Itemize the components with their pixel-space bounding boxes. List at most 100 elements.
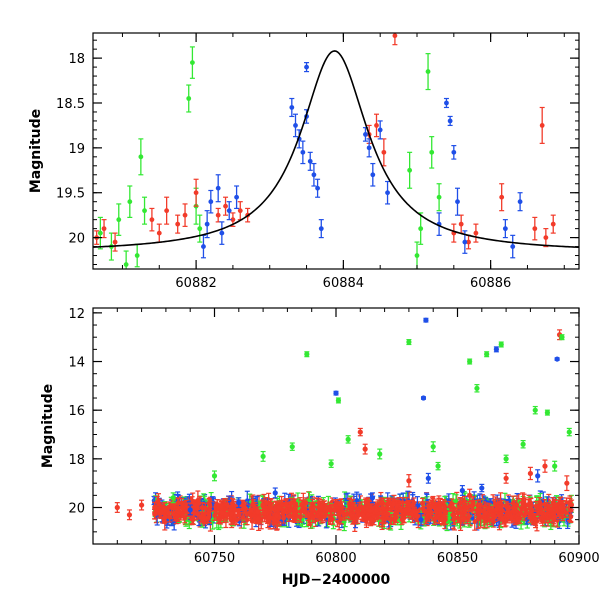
- data-point: [182, 203, 188, 227]
- data-point: [200, 234, 206, 259]
- band-point: [229, 498, 235, 509]
- data-point: [443, 97, 449, 109]
- band-point: [352, 513, 358, 525]
- band-point: [472, 512, 478, 531]
- band-point: [347, 509, 353, 521]
- data-point: [474, 384, 480, 393]
- band-point: [368, 513, 374, 525]
- data-point: [502, 219, 508, 239]
- band-point: [355, 508, 361, 520]
- data-point: [272, 487, 278, 499]
- data-point: [559, 334, 565, 341]
- band-point: [428, 501, 434, 513]
- y-tick-label: 12: [68, 307, 85, 322]
- data-point: [459, 485, 465, 496]
- x-tick-label: 60886: [470, 276, 511, 291]
- data-point: [230, 212, 236, 227]
- band-point: [539, 507, 545, 519]
- band-point: [512, 502, 518, 514]
- top-y-axis-label: Magnitude: [28, 109, 44, 193]
- data-point: [236, 497, 242, 509]
- data-point: [503, 454, 509, 464]
- band-point: [455, 507, 461, 519]
- x-tick-label: 60882: [175, 276, 216, 291]
- data-point: [223, 196, 229, 216]
- band-point: [297, 511, 303, 523]
- band-point: [391, 498, 397, 510]
- y-tick-label: 16: [68, 404, 85, 419]
- band-point: [367, 505, 373, 517]
- x-tick-label: 60800: [315, 551, 356, 566]
- data-point: [377, 448, 383, 460]
- band-point: [411, 497, 417, 509]
- data-point: [164, 196, 170, 225]
- band-point: [424, 513, 430, 525]
- band-point: [236, 509, 242, 521]
- data-point: [467, 488, 473, 503]
- data-point: [116, 203, 122, 236]
- band-point: [451, 513, 457, 525]
- band-point: [332, 504, 338, 516]
- data-point: [260, 450, 266, 462]
- band-point: [152, 501, 158, 513]
- data-point: [219, 221, 225, 245]
- data-point: [215, 174, 221, 203]
- data-point: [527, 466, 534, 481]
- band-point: [215, 512, 221, 524]
- data-point: [414, 241, 420, 269]
- data-point: [493, 346, 499, 353]
- band-point: [494, 503, 500, 515]
- data-point: [309, 502, 315, 513]
- data-point: [189, 46, 195, 79]
- band-point: [443, 506, 449, 518]
- band-point: [490, 509, 496, 521]
- data-point: [112, 232, 118, 252]
- band-point: [240, 511, 246, 523]
- data-point: [425, 472, 431, 484]
- top-data-series: [94, 33, 556, 269]
- band-point: [165, 507, 171, 519]
- bottom-y-axis-label: Magnitude: [40, 384, 56, 468]
- data-point: [149, 207, 155, 232]
- top-axis-ticks: 60882 60884 60886 18 18.5 19 19.5 20: [56, 33, 579, 291]
- band-point: [338, 498, 344, 510]
- data-point: [532, 216, 538, 241]
- band-point: [385, 497, 391, 509]
- data-point: [193, 178, 199, 207]
- band-point: [299, 499, 305, 511]
- band-point: [340, 507, 346, 518]
- data-point: [142, 196, 148, 225]
- band-point: [176, 506, 182, 518]
- band-point: [533, 500, 539, 512]
- data-point: [248, 504, 254, 516]
- data-point: [97, 216, 103, 250]
- data-point: [406, 474, 412, 488]
- data-point: [335, 397, 342, 404]
- data-point: [293, 113, 298, 138]
- data-point: [418, 512, 424, 527]
- data-point: [234, 185, 240, 210]
- data-point: [420, 395, 427, 401]
- y-tick-label: 20: [68, 502, 85, 517]
- band-point: [358, 501, 364, 513]
- data-point: [333, 390, 339, 396]
- data-point: [377, 120, 383, 140]
- band-point: [509, 512, 515, 524]
- data-point: [418, 212, 424, 245]
- band-point: [521, 509, 527, 521]
- data-point: [429, 136, 435, 169]
- band-point: [393, 512, 399, 524]
- data-point: [357, 427, 363, 437]
- y-tick-label: 20: [68, 232, 85, 247]
- data-point: [370, 162, 376, 187]
- data-point: [423, 317, 429, 323]
- data-point: [362, 127, 368, 142]
- data-point: [473, 223, 479, 243]
- band-point: [487, 514, 493, 526]
- band-point: [527, 511, 533, 523]
- data-point: [539, 106, 545, 144]
- data-point: [139, 499, 145, 511]
- data-point: [517, 192, 523, 212]
- band-point: [318, 508, 324, 519]
- band-point: [327, 514, 333, 526]
